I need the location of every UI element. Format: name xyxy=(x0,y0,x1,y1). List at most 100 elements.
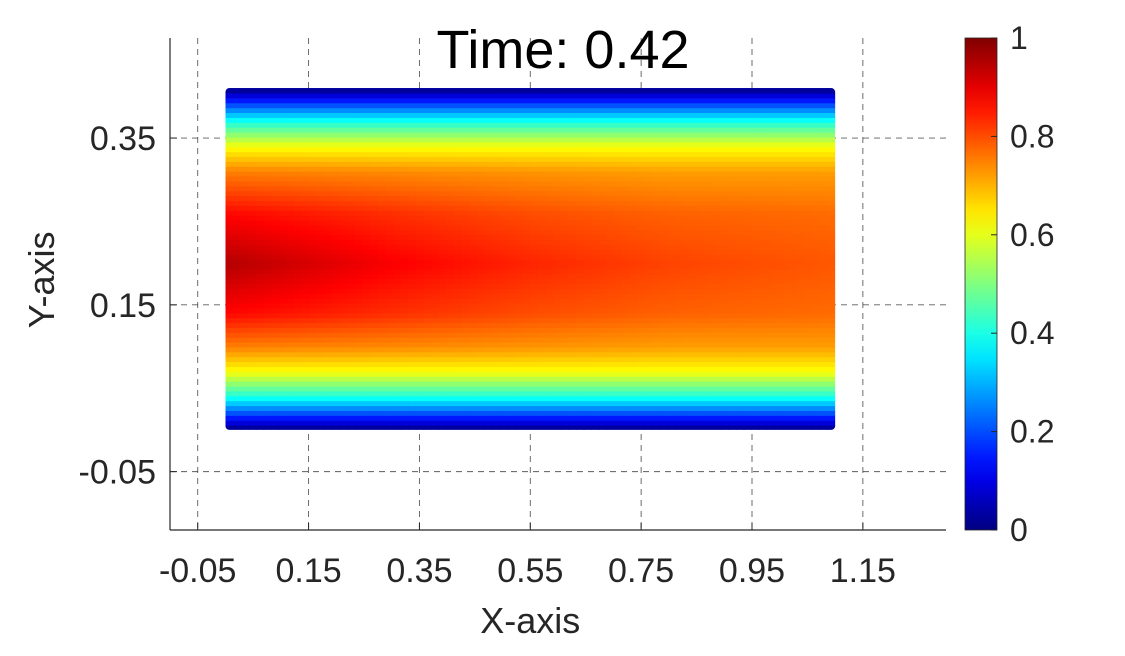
heatmap-cell xyxy=(240,288,249,294)
heatmap-cell xyxy=(339,166,348,172)
heatmap-cell xyxy=(278,317,287,324)
heatmap-cell xyxy=(377,239,387,245)
heatmap-cell xyxy=(591,420,600,426)
heatmap-cell xyxy=(324,337,333,343)
heatmap-cell xyxy=(286,405,295,411)
heatmap-cell xyxy=(537,141,547,148)
heatmap-cell xyxy=(263,356,272,363)
heatmap-cell xyxy=(614,337,623,343)
heatmap-cell xyxy=(583,234,592,241)
heatmap-cell xyxy=(301,312,310,319)
heatmap-cell xyxy=(255,200,265,206)
heatmap-cell xyxy=(278,332,287,338)
heatmap-cell xyxy=(248,351,257,358)
heatmap-cell xyxy=(652,288,661,294)
heatmap-cell xyxy=(629,107,638,114)
heatmap-cell xyxy=(377,337,387,343)
heatmap-cell xyxy=(553,327,562,333)
heatmap-cell xyxy=(423,97,432,104)
heatmap-cell xyxy=(271,141,280,148)
heatmap-cell xyxy=(606,102,615,109)
heatmap-cell xyxy=(545,200,554,206)
heatmap-cell xyxy=(309,376,318,382)
heatmap-cell xyxy=(568,385,577,392)
heatmap-cell xyxy=(294,288,303,294)
heatmap-cell xyxy=(255,415,265,421)
heatmap-cell xyxy=(576,229,585,236)
heatmap-cell xyxy=(621,312,630,319)
heatmap-cell xyxy=(720,161,730,167)
heatmap-cell xyxy=(370,420,379,426)
heatmap-cell xyxy=(332,376,341,382)
heatmap-cell xyxy=(431,244,440,250)
heatmap-cell xyxy=(362,175,371,182)
heatmap-cell xyxy=(598,146,608,153)
heatmap-cell xyxy=(583,425,592,430)
heatmap-cell xyxy=(507,239,516,245)
heatmap-cell xyxy=(713,288,722,294)
heatmap-cell xyxy=(644,112,653,118)
heatmap-cell xyxy=(446,131,455,138)
heatmap-cell xyxy=(301,420,310,426)
heatmap-cell xyxy=(652,190,661,197)
heatmap-cell xyxy=(553,210,562,216)
heatmap-cell xyxy=(751,346,760,353)
heatmap-cell xyxy=(720,190,730,197)
heatmap-cell xyxy=(332,229,341,236)
heatmap-cell xyxy=(332,268,341,275)
heatmap-cell xyxy=(644,337,653,343)
heatmap-cell xyxy=(294,366,303,372)
heatmap-cell xyxy=(728,381,737,387)
heatmap-cell xyxy=(598,395,608,402)
heatmap-cell xyxy=(248,410,257,416)
heatmap-cell xyxy=(233,390,242,397)
heatmap-cell xyxy=(415,92,425,99)
heatmap-cell xyxy=(400,224,409,231)
heatmap-cell xyxy=(248,381,257,387)
heatmap-cell xyxy=(667,302,676,309)
heatmap-cell xyxy=(309,298,318,304)
heatmap-cell xyxy=(309,390,318,397)
heatmap-cell xyxy=(507,327,516,333)
heatmap-cell xyxy=(438,332,448,338)
heatmap-cell xyxy=(354,249,364,255)
heatmap-cell xyxy=(438,366,448,372)
heatmap-cell xyxy=(522,195,531,201)
heatmap-cell xyxy=(240,146,249,153)
heatmap-cell xyxy=(248,317,257,324)
heatmap-cell xyxy=(644,166,653,172)
heatmap-cell xyxy=(354,171,364,177)
heatmap-cell xyxy=(690,405,699,411)
heatmap-cell xyxy=(545,127,554,133)
heatmap-cell xyxy=(515,97,524,104)
heatmap-cell xyxy=(431,195,440,201)
heatmap-cell xyxy=(248,88,257,94)
heatmap-cell xyxy=(728,249,737,255)
heatmap-cell xyxy=(606,263,615,270)
heatmap-cell xyxy=(667,376,676,382)
heatmap-cell xyxy=(606,185,615,192)
heatmap-cell xyxy=(263,390,272,397)
heatmap-cell xyxy=(278,356,287,363)
heatmap-cell xyxy=(385,268,394,275)
heatmap-cell xyxy=(507,322,516,328)
heatmap-cell xyxy=(492,268,501,275)
heatmap-cell xyxy=(743,376,752,382)
heatmap-cell xyxy=(751,107,760,114)
heatmap-cell xyxy=(233,371,242,377)
heatmap-cell xyxy=(469,102,478,109)
heatmap-cell xyxy=(400,171,409,177)
heatmap-cell xyxy=(652,332,661,338)
heatmap-cell xyxy=(301,166,310,172)
heatmap-cell xyxy=(568,171,577,177)
heatmap-cell xyxy=(408,136,417,143)
heatmap-cell xyxy=(301,249,310,255)
heatmap-cell xyxy=(294,97,303,104)
heatmap-cell xyxy=(568,307,577,314)
heatmap-cell xyxy=(705,190,714,197)
heatmap-cell xyxy=(713,376,722,382)
heatmap-cell xyxy=(233,356,242,363)
heatmap-cell xyxy=(545,229,554,236)
heatmap-cell xyxy=(568,293,577,299)
heatmap-cell xyxy=(461,425,470,430)
